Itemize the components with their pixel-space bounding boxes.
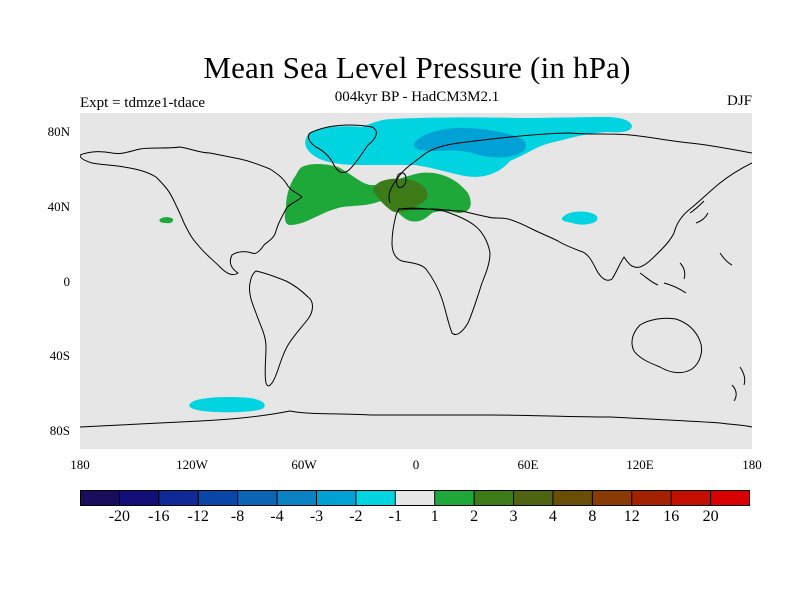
coastline-greenland: [307, 124, 377, 173]
colorbar-swatch: [158, 490, 199, 506]
colorbar-tick-label: 12: [623, 508, 640, 525]
colorbar-tick-label: 4: [548, 508, 557, 525]
map-background: [80, 113, 752, 449]
coastline-south-america: [249, 270, 313, 387]
colorbar-tick-label: -12: [187, 508, 209, 525]
x-tick-label: 120W: [176, 457, 208, 472]
colorbar-tick-label: -16: [148, 508, 170, 525]
anomaly-pacific-positive: [159, 217, 174, 224]
colorbar-swatch: [355, 490, 396, 506]
coastline-southeast-asia: [639, 252, 733, 294]
x-tick-label: 120E: [626, 457, 654, 472]
coastline-africa: [391, 207, 491, 336]
coastline-antarctica: [80, 410, 752, 428]
colorbar-tick-label: 2: [470, 508, 479, 525]
y-tick-label: 80N: [47, 124, 70, 139]
colorbar-tick-label: -8: [230, 508, 245, 525]
anomaly-central-asia-negative: [561, 211, 598, 225]
colorbar-swatch: [119, 490, 160, 506]
world-map: [80, 113, 752, 449]
coastline-eurasia: [388, 132, 752, 281]
colorbar-swatch: [237, 490, 278, 506]
coastline-japan: [689, 200, 709, 224]
colorbar-tick-label: -1: [388, 508, 402, 525]
colorbar-swatch: [671, 490, 711, 506]
y-tick-label: 40S: [49, 348, 70, 363]
anomaly-arctic-core: [413, 127, 527, 158]
colorbar-tick-label: 16: [663, 508, 680, 525]
colorbar-swatch: [631, 490, 672, 506]
coastlines: [80, 124, 752, 428]
colorbar-swatch: [277, 490, 317, 506]
x-tick-label: 60W: [291, 457, 317, 472]
chart-title: Mean Sea Level Pressure (in hPa): [203, 50, 631, 85]
colorbar-tick-label: -4: [270, 508, 284, 525]
colorbar-tick-label: -3: [309, 508, 324, 525]
colorbar-swatch: [552, 490, 593, 506]
coastline-north-america: [80, 146, 303, 276]
colorbar-swatch: [513, 490, 554, 506]
colorbar-tick-label: 1: [430, 508, 439, 525]
coastline-new-zealand: [731, 366, 746, 402]
colorbar-tick-label: -20: [108, 508, 131, 525]
coastline-britain: [396, 172, 407, 188]
colorbar-tick-label: 20: [702, 508, 719, 525]
y-tick-label: 0: [63, 274, 71, 289]
x-tick-label: 180: [70, 457, 90, 472]
colorbar-swatch: [434, 490, 475, 506]
colorbar-swatch: [316, 490, 357, 506]
colorbar-swatch: [395, 490, 435, 506]
x-tick-label: 180: [742, 457, 762, 472]
colorbar-swatch: [474, 490, 514, 506]
map-panel: [80, 113, 752, 449]
coastline-australia: [631, 317, 703, 374]
colorbar-tick-label: 8: [588, 508, 597, 525]
colorbar-tick-label: 3: [509, 508, 518, 525]
colorbar-swatch: [592, 490, 633, 506]
colorbar-swatch: [198, 490, 238, 506]
anomaly-fills: [159, 117, 632, 413]
season-label: DJF: [726, 93, 752, 109]
y-tick-label: 80S: [49, 423, 70, 438]
y-tick-label: 40N: [47, 199, 70, 214]
colorbar-tick-label: -2: [349, 508, 363, 525]
colorbar: [80, 490, 750, 506]
anomaly-europe-core: [373, 178, 428, 213]
colorbar-border: [80, 490, 750, 506]
colorbar-swatch: [710, 490, 750, 506]
experiment-label: Expt = tdmze1-tdace: [80, 95, 206, 111]
colorbar-swatch: [80, 490, 120, 506]
x-tick-label: 0: [412, 457, 420, 472]
chart-subtitle: 004kyr BP - HadCM3M2.1: [334, 89, 500, 105]
x-tick-label: 60E: [517, 457, 539, 472]
anomaly-southern-ocean-negative: [189, 397, 265, 413]
